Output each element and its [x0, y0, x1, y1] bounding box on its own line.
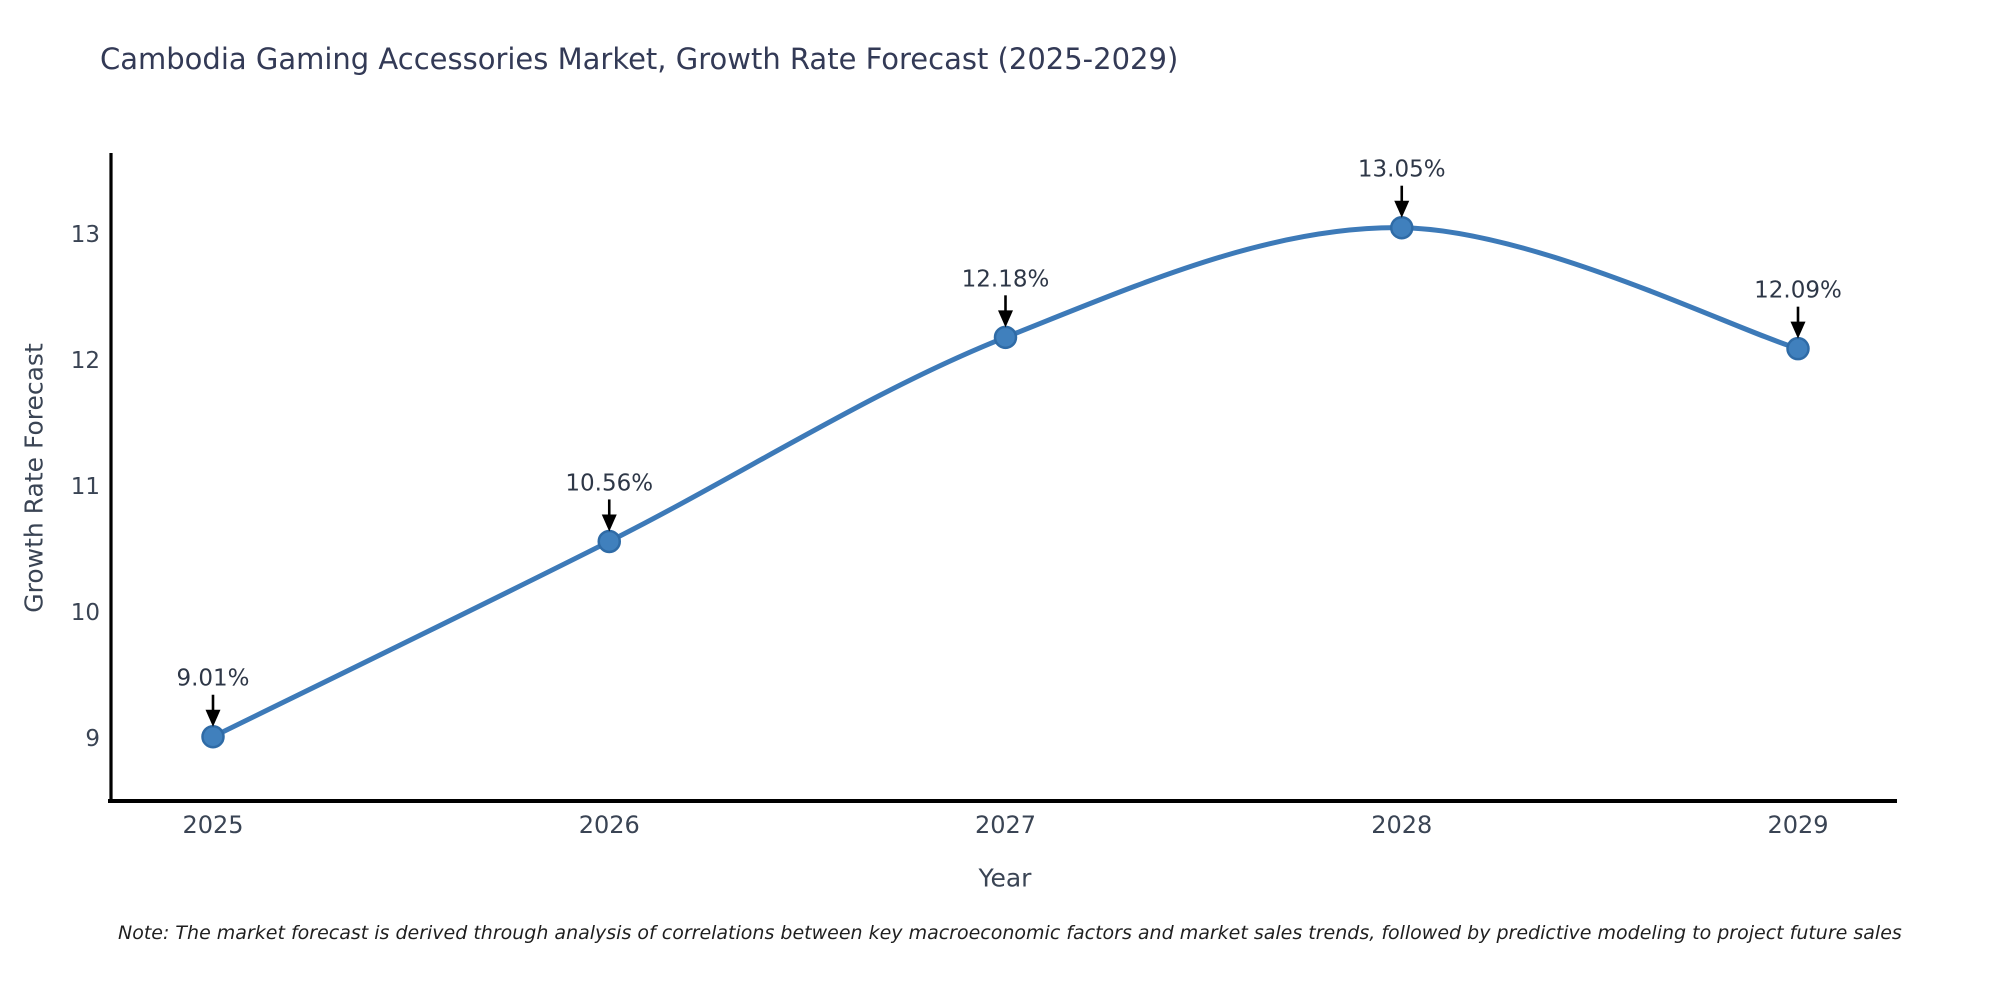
x-tick-label: 2027: [975, 811, 1036, 839]
x-tick-label: 2028: [1371, 811, 1432, 839]
annotation-arrow-head: [205, 709, 221, 727]
footnote: Note: The market forecast is derived thr…: [118, 922, 1902, 944]
x-tick-label: 2025: [182, 811, 243, 839]
data-point-marker: [1786, 336, 1810, 361]
annotation-arrow-head: [1790, 321, 1806, 339]
y-tick-label: 10: [71, 600, 100, 626]
x-tick-label: 2029: [1767, 811, 1828, 839]
data-point-marker: [1390, 215, 1414, 240]
y-tick-label: 11: [71, 474, 100, 500]
y-tick-label: 12: [71, 348, 100, 374]
point-annotations: 9.01% 10.56% 12.18% 13.05% 12.09%: [176, 157, 1842, 727]
annotation-arrow-head: [1394, 200, 1410, 218]
axis-spines: [108, 153, 1897, 803]
x-tick-label: 2026: [579, 811, 640, 839]
annotation-arrow-head: [998, 310, 1013, 328]
data-point-marker: [993, 325, 1018, 350]
y-tick-label: 13: [71, 222, 100, 248]
y-tick-label: 9: [85, 726, 100, 752]
point-value-label: 13.05%: [1358, 157, 1446, 183]
data-point-marker: [201, 724, 225, 749]
point-value-label: 12.18%: [962, 266, 1050, 292]
data-point-marker: [597, 529, 621, 554]
chart-title: Cambodia Gaming Accessories Market, Grow…: [100, 42, 1179, 76]
point-value-label: 10.56%: [565, 470, 653, 496]
annotation-arrow-head: [601, 514, 617, 532]
y-tick-labels: 9 10 11 12 13: [71, 222, 100, 752]
x-axis-label: Year: [978, 863, 1032, 893]
point-value-label: 12.09%: [1754, 278, 1842, 304]
x-tick-labels: 2025 2026 2027 2028 2029: [182, 811, 1828, 839]
point-value-label: 9.01%: [176, 666, 249, 692]
